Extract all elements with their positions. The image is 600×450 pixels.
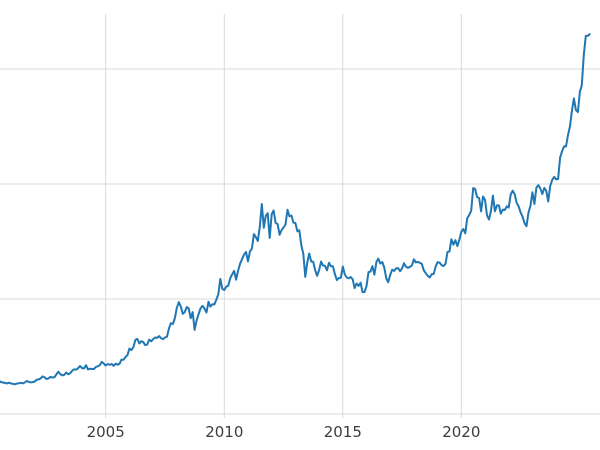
price-line-series bbox=[0, 33, 591, 386]
